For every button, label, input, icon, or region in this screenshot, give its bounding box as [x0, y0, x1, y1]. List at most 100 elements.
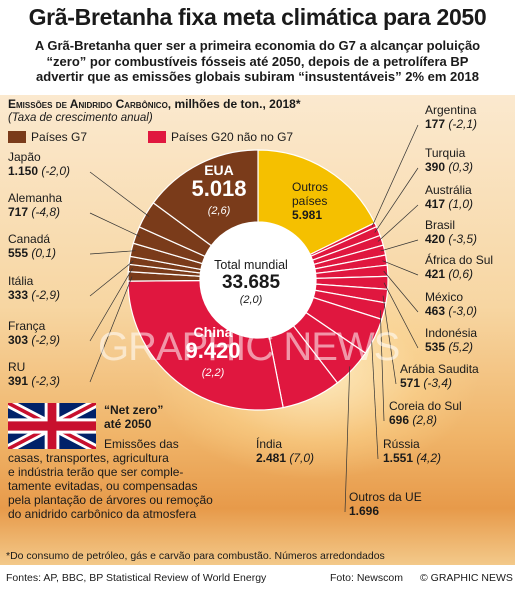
leader-ar-bia-saudita	[382, 295, 397, 385]
label-value-eua: 5.018	[191, 176, 247, 201]
netzero-title-2: até 2050	[104, 417, 152, 431]
footer-sources: Fontes: AP, BBC, BP Statistical Review o…	[6, 572, 267, 584]
label-name-r-ssia: Rússia	[383, 437, 420, 451]
label-name--ndia: Índia	[256, 437, 283, 451]
leader--frica-do-sul	[382, 260, 419, 276]
leader-turquia	[374, 167, 419, 233]
label-value-argentina: 177	[425, 117, 446, 131]
total-block: Total mundial 33.685 (2,0)	[196, 258, 306, 306]
label-value-alemanha: 717	[8, 205, 29, 219]
label-rate-ar-bia-saudita: (-3,4)	[420, 376, 453, 390]
label-fran-a: França 303 (-2,9)	[8, 319, 60, 347]
label-rate-fran-a: (-2,9)	[28, 333, 61, 347]
label-name-indon-sia: Indonésia	[425, 326, 478, 340]
legend-g20: Países G20 não no G7	[148, 130, 293, 144]
label-name-it-lia: Itália	[8, 274, 34, 288]
netzero-body: Emissões das casas, transportes, agricul…	[8, 437, 256, 521]
label-rate-indon-sia: (5,2)	[445, 340, 474, 354]
label-rate-alemanha: (-4,8)	[28, 205, 61, 219]
subhead: A Grã-Bretanha quer ser a primeira econo…	[6, 38, 509, 85]
label-name-ru: RU	[8, 360, 26, 374]
label-value-turquia: 390	[425, 160, 446, 174]
label-name-outros-pa-ses: Outros	[292, 180, 329, 194]
leader-jap-o	[89, 171, 150, 217]
label-value-ru: 391	[8, 374, 29, 388]
subhead-line-3: advertir que as emissões globais subiram…	[36, 69, 479, 84]
label-ar-bia-saudita: Arábia Saudita 571 (-3,4)	[400, 362, 479, 390]
label-name-outros-da-ue: Outros da UE	[349, 490, 422, 504]
netzero-line-1: Emissões das	[104, 437, 179, 451]
footer: Fontes: AP, BBC, BP Statistical Review o…	[0, 566, 515, 590]
label--ndia: Índia 2.481 (7,0)	[256, 437, 314, 465]
netzero-title: “Net zero” até 2050	[104, 403, 163, 431]
label-value--frica-do-sul: 421	[425, 267, 446, 281]
label-name-jap-o: Japão	[8, 150, 41, 164]
label-value-m-xico: 463	[425, 304, 446, 318]
label-name-canad-: Canadá	[8, 232, 51, 246]
label-value-ar-bia-saudita: 571	[400, 376, 421, 390]
label-rate-china: (2,2)	[201, 367, 225, 379]
label-name-china: China	[193, 324, 233, 340]
label-value-austr-lia: 417	[425, 197, 446, 211]
headline: Grã-Bretanha fixa meta climática para 20…	[28, 4, 487, 30]
label-rate-brasil: (-3,5)	[445, 232, 478, 246]
label-value-fran-a: 303	[8, 333, 29, 347]
label-argentina: Argentina 177 (-2,1)	[425, 103, 477, 131]
label-turquia: Turquia 390 (0,3)	[425, 146, 473, 174]
netzero-line-6: do anidrido carbônico da atmosfera	[8, 507, 197, 521]
netzero-line-5: pela plantação de árvores ou remoção	[8, 493, 213, 507]
label-value-outros-pa-ses: 5.981	[292, 208, 323, 222]
label-outros-pa-ses: Outros países 5.981	[292, 180, 328, 222]
subhead-line-1: A Grã-Bretanha quer ser a primeira econo…	[34, 38, 481, 53]
label-eua: EUA 5.018 (2,6)	[186, 163, 252, 218]
label-outros-da-ue: Outros da UE 1.696	[349, 490, 422, 518]
label-name-ar-bia-saudita: Arábia Saudita	[400, 362, 479, 376]
chart-title-rest: , milhões de ton., 2018*	[167, 97, 301, 111]
label-rate-r-ssia: (4,2)	[413, 451, 442, 465]
label-ru: RU 391 (-2,3)	[8, 360, 60, 388]
leader-indon-sia	[383, 282, 419, 349]
label-brasil: Brasil 420 (-3,5)	[425, 218, 477, 246]
netzero-line-2: casas, transportes, agricultura	[8, 451, 169, 465]
donut-hole	[200, 222, 316, 338]
label-name--frica-do-sul: África do Sul	[425, 253, 494, 267]
label-canad-: Canadá 555 (0,1)	[8, 232, 56, 260]
label-coreia-do-sul: Coreia do Sul 696 (2,8)	[389, 399, 462, 427]
label-name-coreia-do-sul: Coreia do Sul	[389, 399, 462, 413]
label-indon-sia: Indonésia 535 (5,2)	[425, 326, 477, 354]
total-value: 33.685	[221, 272, 281, 293]
legend-swatch-g20	[148, 131, 166, 143]
label-jap-o: Japão 1.150 (-2,0)	[8, 150, 70, 178]
leader-canad-	[89, 250, 136, 255]
label-value-coreia-do-sul: 696	[389, 413, 410, 427]
label-austr-lia: Austrália 417 (1,0)	[425, 183, 473, 211]
leader-m-xico	[383, 270, 419, 313]
label-name-austr-lia: Austrália	[425, 183, 472, 197]
label-value-brasil: 420	[425, 232, 446, 246]
leader-outros-da-ue	[344, 366, 351, 513]
label-rate-canad-: (0,1)	[28, 246, 57, 260]
subhead-line-2: “zero” por combustíveis fósseis até 2050…	[46, 53, 469, 69]
chart-title-caps: Emissões de Anidrido Carbônico	[8, 97, 168, 111]
chart-title: Emissões de Anidrido Carbônico, milhões …	[8, 97, 301, 111]
label-name-eua: EUA	[204, 162, 234, 178]
label-rate--frica-do-sul: (0,6)	[445, 267, 474, 281]
leader-it-lia	[89, 260, 134, 297]
label-name-turquia: Turquia	[425, 146, 466, 160]
label-alemanha: Alemanha 717 (-4,8)	[8, 191, 62, 219]
label-value-indon-sia: 535	[425, 340, 446, 354]
label-it-lia: Itália 333 (-2,9)	[8, 274, 60, 302]
label-china: China 9.420 (2,2)	[180, 325, 246, 380]
legend-label-g7: Países G7	[31, 130, 88, 144]
label-rate-it-lia: (-2,9)	[28, 288, 61, 302]
label-value-outros-da-ue: 1.696	[349, 504, 380, 518]
footnote: *Do consumo de petróleo, gás e carvão pa…	[6, 550, 385, 562]
label-value-jap-o: 1.150	[8, 164, 39, 178]
label-value-canad-: 555	[8, 246, 29, 260]
leader-argentina	[371, 124, 419, 227]
label-name-argentina: Argentina	[425, 103, 477, 117]
leader-coreia-do-sul	[379, 310, 385, 422]
label-rate-argentina: (-2,1)	[445, 117, 478, 131]
total-rate: (2,0)	[239, 294, 263, 306]
label-value-r-ssia: 1.551	[383, 451, 414, 465]
